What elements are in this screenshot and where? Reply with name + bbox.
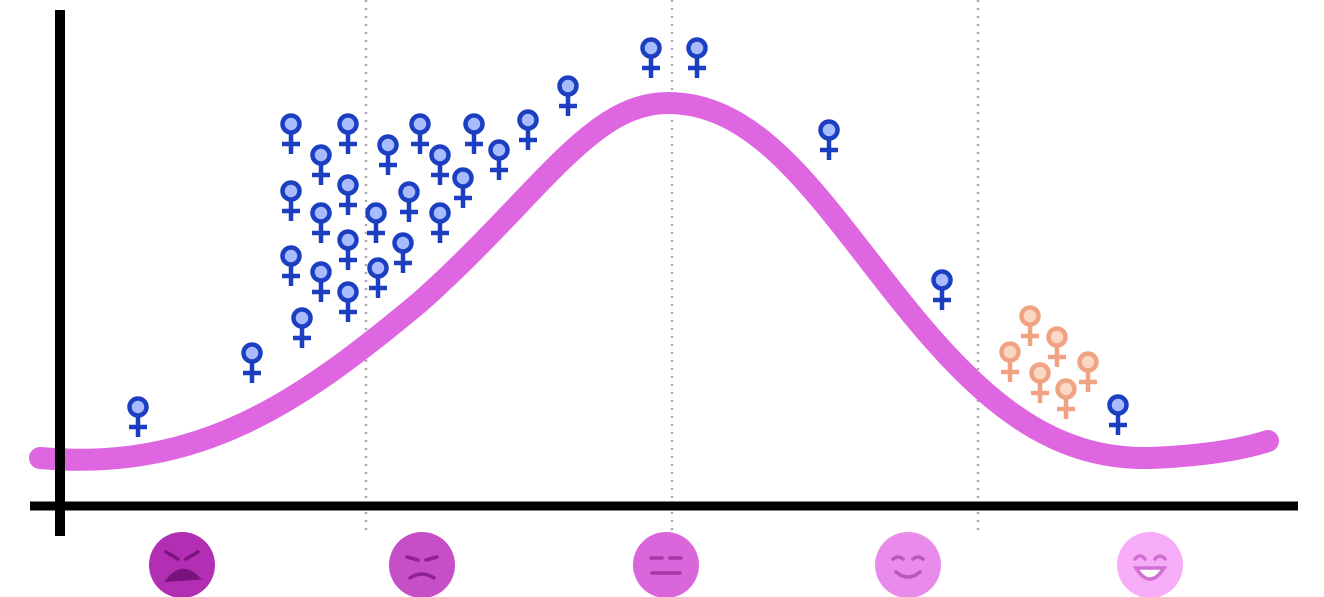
- figure: [339, 284, 357, 323]
- figure: [559, 78, 577, 117]
- figure: [688, 40, 706, 79]
- figure: [282, 116, 300, 155]
- figure: [1048, 329, 1066, 368]
- figure: [1057, 381, 1075, 420]
- figure: [1109, 397, 1127, 436]
- face-happy: [1117, 532, 1183, 597]
- figure: [339, 232, 357, 271]
- figure: [1079, 354, 1097, 393]
- figure: [1001, 344, 1019, 383]
- figure: [933, 272, 951, 311]
- figure: [339, 177, 357, 216]
- face-sad: [389, 532, 455, 597]
- figure: [293, 310, 311, 349]
- bell-curve: [29, 91, 1279, 471]
- figure: [642, 40, 660, 79]
- figure: [490, 142, 508, 181]
- figure: [431, 205, 449, 244]
- figure: [394, 235, 412, 274]
- figure: [129, 399, 147, 438]
- figure: [820, 122, 838, 161]
- figure: [339, 116, 357, 155]
- figure: [454, 170, 472, 209]
- figure: [312, 147, 330, 186]
- figure: [369, 260, 387, 299]
- figure: [411, 116, 429, 155]
- figure: [431, 147, 449, 186]
- figure: [465, 116, 483, 155]
- figure: [519, 112, 537, 151]
- figure: [1031, 365, 1049, 404]
- figure: [400, 184, 418, 223]
- dividers: [364, 0, 980, 532]
- figure: [312, 264, 330, 303]
- face-neutral: [633, 532, 699, 597]
- figure: [379, 137, 397, 176]
- figure: [243, 345, 261, 384]
- face-content: [875, 532, 941, 597]
- figure: [312, 205, 330, 244]
- figure: [282, 183, 300, 222]
- figure: [367, 205, 385, 244]
- face-angry: [149, 532, 215, 597]
- figure: [282, 248, 300, 287]
- faces: [149, 532, 1183, 597]
- figure: [1021, 308, 1039, 347]
